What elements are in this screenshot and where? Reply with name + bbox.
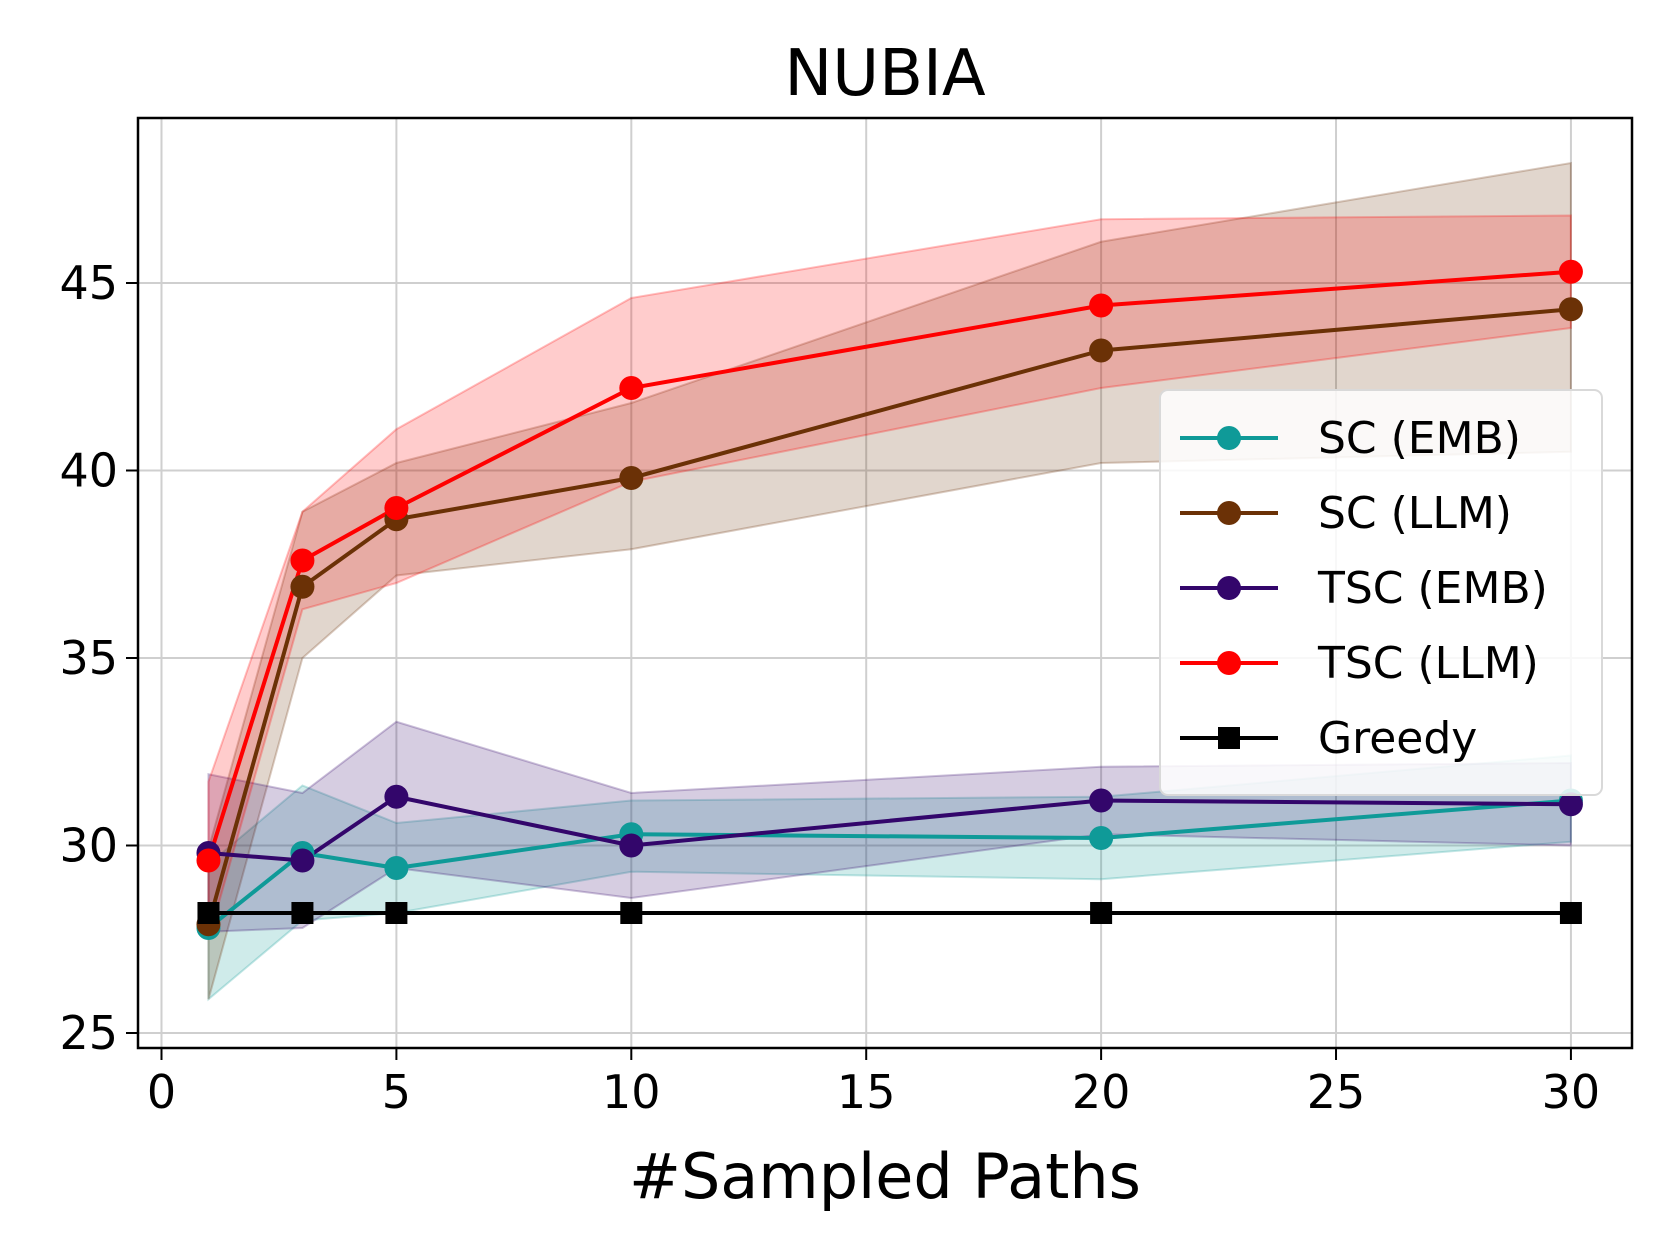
tsc-llm-band xyxy=(207,214,1572,940)
tsc-emb-point xyxy=(290,848,315,873)
tsc-llm-point xyxy=(1558,259,1583,284)
sc-llm-line xyxy=(206,307,1572,925)
series-markers xyxy=(196,259,1583,940)
tsc-llm-line xyxy=(206,269,1572,862)
y-tick-label: 30 xyxy=(59,819,118,873)
greedy-legend-marker xyxy=(1218,727,1240,749)
greedy-point xyxy=(197,902,220,924)
x-tick-label: 10 xyxy=(602,1065,661,1119)
tsc-llm-point xyxy=(619,376,644,400)
sc-emb-point xyxy=(384,856,409,880)
sc-emb-legend-marker xyxy=(1217,426,1241,450)
tsc-llm-point xyxy=(1089,293,1114,318)
plot-frame xyxy=(136,116,1634,1050)
x-axis-label: #Sampled Paths xyxy=(629,1140,1141,1213)
x-tick-label: 25 xyxy=(1307,1065,1366,1119)
y-tick-label: 25 xyxy=(59,1006,118,1060)
x-tick-label: 20 xyxy=(1072,1065,1131,1119)
greedy-point xyxy=(291,902,314,924)
series-lines xyxy=(206,269,1572,930)
y-tick-label: 35 xyxy=(59,631,118,685)
tsc-emb-point xyxy=(1089,788,1114,813)
tsc-llm-legend-label: TSC (LLM) xyxy=(1317,638,1539,689)
greedy-point xyxy=(1090,902,1113,924)
greedy-point xyxy=(385,902,408,924)
sc-llm-legend-label: SC (LLM) xyxy=(1318,488,1512,539)
sc-llm-point xyxy=(290,574,315,599)
greedy-legend-label: Greedy xyxy=(1318,713,1477,764)
legend: SC (EMB) SC (LLM) TSC (EMB) TSC (LLM) Greedy xyxy=(1159,389,1603,796)
y-tick-label: 45 xyxy=(59,256,118,310)
legend-box xyxy=(1159,389,1603,796)
greedy-point xyxy=(1559,902,1582,924)
tsc-llm-point xyxy=(196,848,221,873)
tsc-emb-point xyxy=(1558,792,1583,817)
x-tick-label: 5 xyxy=(382,1065,411,1119)
sc-emb-line xyxy=(207,798,1572,930)
tsc-llm-point xyxy=(290,548,315,573)
y-tick-label: 40 xyxy=(59,444,118,498)
sc-llm-point xyxy=(619,466,644,490)
tsc-emb-line xyxy=(208,794,1571,863)
sc-llm-point xyxy=(1558,297,1583,322)
sc-emb-point xyxy=(1089,826,1114,850)
tsc-emb-legend-label: TSC (EMB) xyxy=(1317,563,1548,614)
sc-llm-point xyxy=(1089,338,1114,363)
tsc-emb-legend-marker xyxy=(1217,576,1241,600)
x-tick-label: 15 xyxy=(837,1065,896,1119)
tsc-emb-point xyxy=(384,784,409,809)
chart-title: NUBIA xyxy=(784,37,986,111)
sc-llm-legend-marker xyxy=(1217,501,1241,525)
tsc-emb-point xyxy=(619,833,644,858)
axis-ticks: 0 5 10 15 20 25 30 25 30 35 40 45 xyxy=(59,256,1600,1119)
x-tick-label: 30 xyxy=(1542,1065,1601,1119)
greedy-point xyxy=(620,902,643,924)
x-tick-label: 0 xyxy=(147,1065,176,1119)
sc-emb-legend-label: SC (EMB) xyxy=(1318,413,1521,464)
tsc-llm-point xyxy=(384,496,409,520)
tsc-llm-legend-marker xyxy=(1217,651,1241,675)
